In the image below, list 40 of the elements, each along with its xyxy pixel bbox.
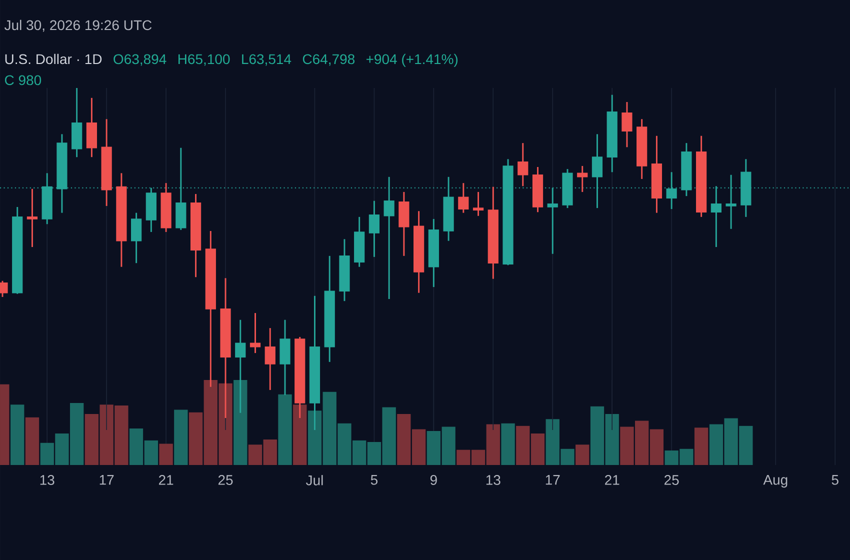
- candlestick: [458, 182, 469, 214]
- bar: [694, 428, 708, 465]
- chart-title: U.S. Dollar · 1D: [5, 54, 102, 64]
- bar: [25, 417, 40, 465]
- candlestick: [518, 142, 528, 187]
- x-tick-label: 5: [832, 475, 838, 485]
- bar: [234, 380, 248, 465]
- x-tick-label: 25: [218, 475, 233, 485]
- bar: [159, 444, 173, 465]
- text: C64,798: [302, 54, 355, 66]
- x-tick-label: 13: [40, 475, 54, 485]
- candlestick: [368, 200, 380, 258]
- x-tick-label: Aug: [763, 475, 788, 488]
- text: L63,514: [242, 54, 292, 66]
- x-tick-label: 21: [158, 475, 174, 485]
- candlestick: [26, 188, 38, 248]
- text: Jul 30, 2026 19:26 UTC: [4, 20, 152, 32]
- bar: [576, 444, 590, 465]
- x-tick-label: 17: [100, 475, 114, 485]
- x-tick-label: 9: [430, 475, 437, 485]
- x-tick-label: 21: [605, 475, 620, 485]
- x-tick-label: 25: [664, 475, 679, 485]
- bar: [278, 394, 292, 465]
- text: H65,100: [178, 54, 230, 66]
- x-tick-label: 13: [486, 475, 500, 485]
- candlestick: [622, 101, 632, 148]
- candlestick: [577, 165, 588, 193]
- candlestick: [264, 327, 276, 391]
- candlestick: [384, 176, 394, 300]
- candlestick: [472, 191, 484, 217]
- x-tick-label: 17: [546, 475, 560, 485]
- candlestick: [250, 312, 261, 354]
- x-tick-label: 5: [370, 475, 378, 485]
- text: +904 (+1.41%): [366, 54, 458, 67]
- x-tick-label: Jul: [306, 475, 323, 486]
- text: C 980: [4, 75, 42, 86]
- text: O63,894: [114, 54, 166, 66]
- candlestick: [131, 212, 142, 264]
- bar: [174, 410, 188, 465]
- bar: [501, 423, 515, 465]
